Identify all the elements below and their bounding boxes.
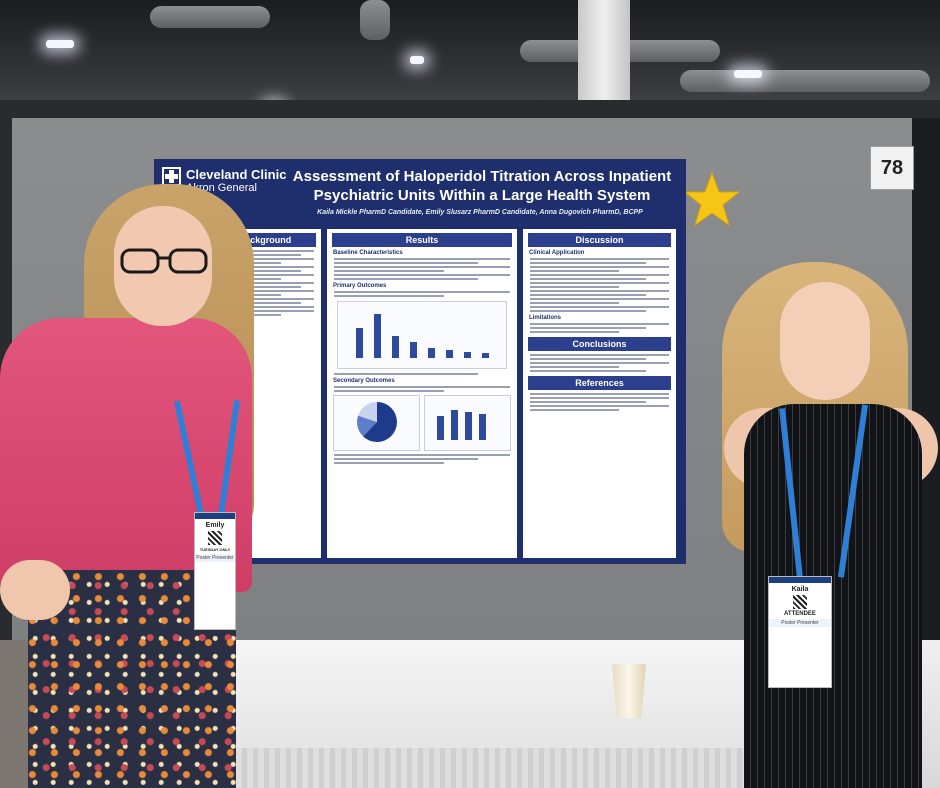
ceiling-light [46,40,74,48]
ceiling-light [734,70,762,78]
ceiling-light [410,56,424,64]
poster-header: Cleveland Clinic Akron General Assessmen… [154,159,686,223]
table [236,640,756,752]
qr-code-icon [793,595,807,609]
ceiling-duct [360,0,390,40]
discussion-column: Discussion Clinical Application Limitati… [523,229,676,558]
booth-number: 78 [870,146,914,190]
name-badge-left: Emily TUESDAY ONLY Poster Presenter [194,512,236,630]
badge-foot: Poster Presenter [769,619,831,627]
qr-code-icon [208,531,222,545]
badge-foot: Poster Presenter [195,554,235,562]
paper-cup [612,664,646,718]
baseline-subheading: Baseline Characteristics [333,250,403,256]
ceiling-duct [150,6,270,28]
name-badge-right: Kaila ATTENDEE Poster Presenter [768,576,832,688]
references-heading: References [528,376,671,390]
ceiling-duct [680,70,930,92]
face [780,282,870,400]
secondary-subheading: Secondary Outcomes [333,378,395,384]
badge-name: Kaila [791,586,809,593]
poster-title: Assessment of Haloperidol Titration Acro… [292,168,672,204]
pie-chart [333,395,420,451]
badge-role: TUESDAY ONLY [199,547,231,552]
star-icon [683,171,741,227]
discussion-heading: Discussion [528,233,671,247]
clinical-subheading: Clinical Application [529,250,585,256]
conclusions-heading: Conclusions [528,337,671,351]
badge-role: ATTENDEE [784,611,816,617]
titration-bar-chart [337,301,507,369]
primary-subheading: Primary Outcomes [333,283,387,289]
badge-name: Emily [205,522,225,529]
results-column: Results Baseline Characteristics Primary… [327,229,517,558]
poster-authors: Kaila Mickle PharmD Candidate, Emily Slu… [317,209,643,216]
face [114,206,212,326]
glasses-icon [120,248,208,274]
limitations-subheading: Limitations [529,315,562,321]
hand [0,560,70,620]
results-heading: Results [332,233,512,247]
logo-name: Cleveland Clinic [186,167,287,182]
small-bar-chart [424,395,511,451]
table-skirt [236,748,756,788]
